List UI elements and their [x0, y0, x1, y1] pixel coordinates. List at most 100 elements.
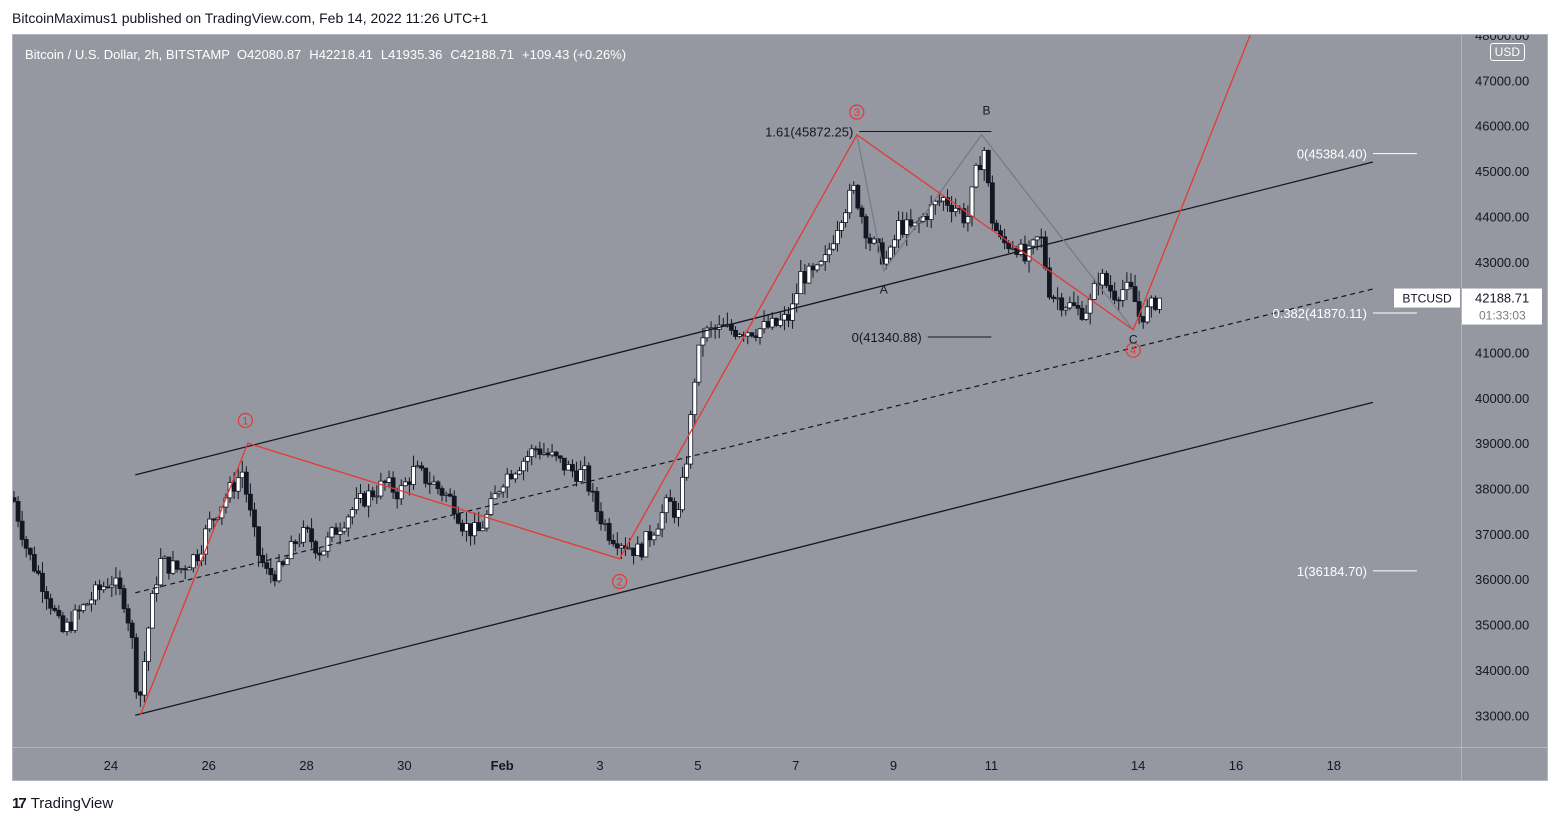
candle-up: [190, 554, 196, 569]
current-price-label: 42188.71: [1475, 291, 1529, 306]
candle-up: [896, 220, 901, 241]
x-tick-label: 11: [985, 758, 999, 773]
candle-up: [525, 456, 531, 462]
candle-up: [239, 471, 245, 479]
candle-down: [23, 539, 29, 549]
candle-up: [704, 327, 710, 339]
y-tick-label: 43000.00: [1475, 255, 1529, 270]
candle-up: [871, 238, 877, 244]
candle-down: [1047, 267, 1052, 298]
candle-up: [378, 480, 384, 497]
candle-down: [52, 607, 58, 611]
y-tick-label: 40000.00: [1475, 391, 1529, 406]
candle-up: [904, 219, 910, 235]
candle-up: [659, 512, 665, 530]
candle-up: [761, 321, 767, 330]
candle-down: [76, 609, 82, 612]
candle-up: [635, 543, 641, 556]
x-tick-label: 14: [1131, 758, 1145, 773]
candle-up: [692, 381, 698, 416]
candle-down: [537, 448, 543, 455]
candle-down: [1108, 285, 1113, 292]
wave-label: 4: [1130, 345, 1136, 357]
candle-up: [843, 212, 848, 223]
price-tag-box: [1462, 288, 1542, 325]
candle-down: [671, 501, 677, 518]
candle-up: [794, 293, 800, 305]
price-axis: [1461, 35, 1547, 747]
candle-up: [521, 460, 526, 472]
price-chart[interactable]: 33000.00 34000.00 35000.00 36000.00 37000.00…: [13, 35, 1547, 780]
candle-down: [639, 543, 645, 558]
x-tick-label: 24: [104, 758, 118, 773]
candle-down: [586, 465, 592, 492]
candle-down: [1079, 307, 1085, 320]
candle-up: [700, 337, 706, 346]
candle-up: [64, 621, 70, 632]
high-label: H: [309, 47, 319, 62]
candle-down: [476, 522, 482, 532]
candle-up: [826, 248, 832, 256]
candle-up: [296, 541, 302, 545]
abc-correction-path: [856, 133, 1134, 331]
candle-up: [162, 556, 168, 559]
candle-down: [370, 490, 376, 498]
chart-frame[interactable]: 33000.00 34000.00 35000.00 36000.00 37000.00…: [12, 34, 1548, 781]
candle-down: [129, 622, 135, 639]
candle-down: [15, 500, 21, 522]
candle-up: [602, 522, 608, 525]
wave-count-path: [139, 35, 1251, 716]
candle-up: [1034, 236, 1040, 241]
candle-up: [1030, 239, 1036, 247]
candle-down: [908, 219, 914, 227]
candle-up: [386, 477, 392, 483]
candle-up: [1120, 289, 1126, 301]
currency-button[interactable]: USD: [1489, 43, 1525, 61]
x-tick-label: 7: [792, 758, 799, 773]
low-value: 41935.36: [388, 47, 443, 62]
footer-brand[interactable]: 17 TradingView: [12, 795, 113, 812]
candle-down: [533, 448, 539, 451]
bar-countdown-label: 01:33:03: [1479, 309, 1526, 323]
candle-up: [839, 222, 844, 231]
candle-down: [606, 522, 612, 541]
candle-up: [582, 465, 588, 471]
candle-down: [182, 568, 188, 571]
candle-down: [231, 482, 237, 492]
candle-down: [855, 184, 861, 209]
candle-up: [158, 558, 164, 586]
candle-down: [455, 513, 461, 524]
candle-up: [472, 522, 478, 537]
candle-up: [349, 509, 355, 518]
candle-down: [1038, 236, 1044, 239]
y-tick-label: 38000.00: [1475, 482, 1529, 497]
candle-up: [80, 604, 86, 611]
candle-up: [549, 451, 555, 456]
candle-down: [1153, 297, 1158, 310]
candle-up: [1144, 306, 1150, 323]
candle-down: [407, 481, 412, 485]
candle-up: [814, 264, 820, 271]
candle-up: [170, 560, 176, 574]
candle-up: [488, 498, 494, 515]
candle-up: [676, 509, 681, 518]
candle-down: [961, 208, 967, 224]
candle-down: [248, 493, 253, 511]
candle-down: [105, 586, 111, 589]
y-tick-label: 47000.00: [1475, 73, 1529, 88]
candle-up: [782, 314, 787, 321]
candle-up: [431, 481, 437, 485]
candle-up: [341, 527, 347, 532]
plot-area: [13, 35, 1461, 747]
candle-up: [321, 550, 327, 556]
candle-up: [84, 603, 90, 606]
candle-down: [590, 490, 596, 493]
candle-down: [260, 554, 266, 564]
candle-up: [374, 495, 380, 498]
candle-down: [1140, 316, 1146, 323]
candle-down: [313, 541, 319, 554]
candle-down: [133, 637, 139, 693]
candle-down: [614, 543, 620, 549]
candle-down: [435, 481, 441, 490]
candle-down: [1059, 297, 1065, 311]
